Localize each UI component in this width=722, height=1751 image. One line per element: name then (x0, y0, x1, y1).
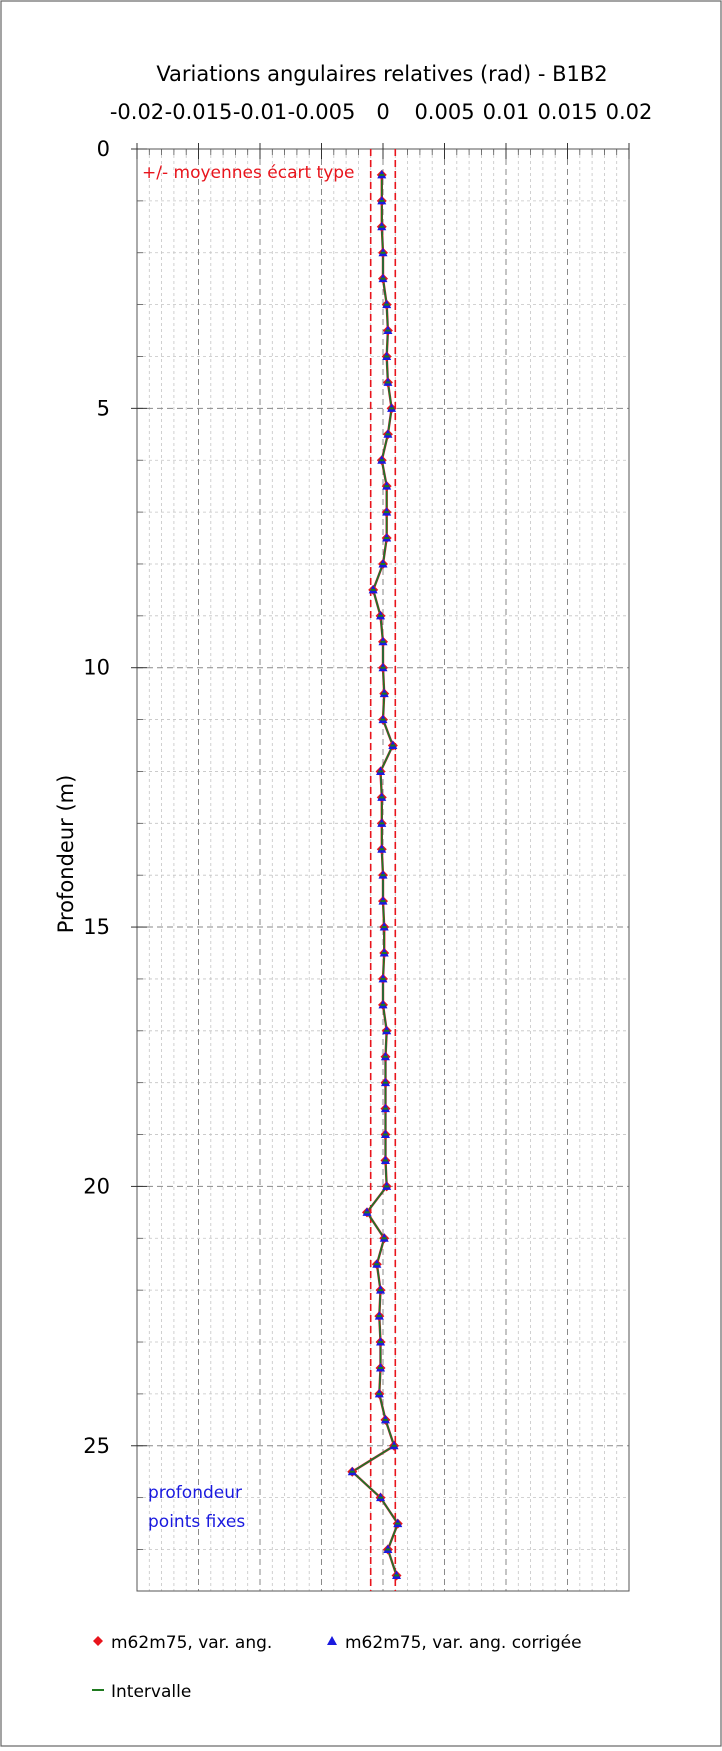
x-tick-label: 0.005 (414, 100, 474, 124)
legend-item-corrected: m62m75, var. ang. corrigée (327, 1633, 582, 1653)
x-tick-label: -0.01 (233, 100, 287, 124)
x-tick-label: 0.01 (483, 100, 530, 124)
y-axis-ticks: 0 5 10 15 20 25 (83, 137, 147, 1550)
y-tick-label: 0 (97, 137, 110, 161)
x-tick-label: -0.015 (165, 100, 233, 124)
y-tick-label: 15 (83, 915, 110, 939)
reference-lines-label: +/- moyennes écart type (142, 163, 355, 183)
legend-marker-raw (93, 1636, 103, 1646)
legend-label-corrected: m62m75, var. ang. corrigée (345, 1633, 582, 1653)
x-axis-ticks: -0.02 -0.015 -0.01 -0.005 0 0.005 0.01 0.015 0.0… (110, 100, 653, 159)
legend-item-raw: m62m75, var. ang. (93, 1633, 272, 1653)
x-tick-label: 0.015 (537, 100, 597, 124)
legend: m62m75, var. ang. m62m75, var. ang. corr… (92, 1633, 582, 1702)
annotation-line-2: points fixes (148, 1512, 245, 1532)
x-tick-label: -0.02 (110, 100, 164, 124)
series-layer (347, 169, 403, 1581)
y-tick-label: 5 (97, 396, 110, 420)
y-tick-label: 10 (83, 656, 110, 680)
reference-lines (369, 149, 397, 1591)
legend-marker-corrected (327, 1636, 337, 1645)
annotation-line-1: profondeur (148, 1483, 242, 1503)
legend-item-interval: Intervalle (92, 1682, 191, 1702)
x-tick-label: 0 (376, 100, 389, 124)
x-tick-label: 0.02 (606, 100, 653, 124)
chart-title: Variations angulaires relatives (rad) - … (156, 62, 607, 86)
y-axis-label: Profondeur (m) (54, 775, 78, 934)
legend-label-raw: m62m75, var. ang. (111, 1633, 272, 1653)
y-tick-label: 25 (83, 1434, 110, 1458)
legend-label-interval: Intervalle (111, 1682, 191, 1702)
y-tick-label: 20 (83, 1174, 110, 1198)
x-tick-label: -0.005 (288, 100, 356, 124)
